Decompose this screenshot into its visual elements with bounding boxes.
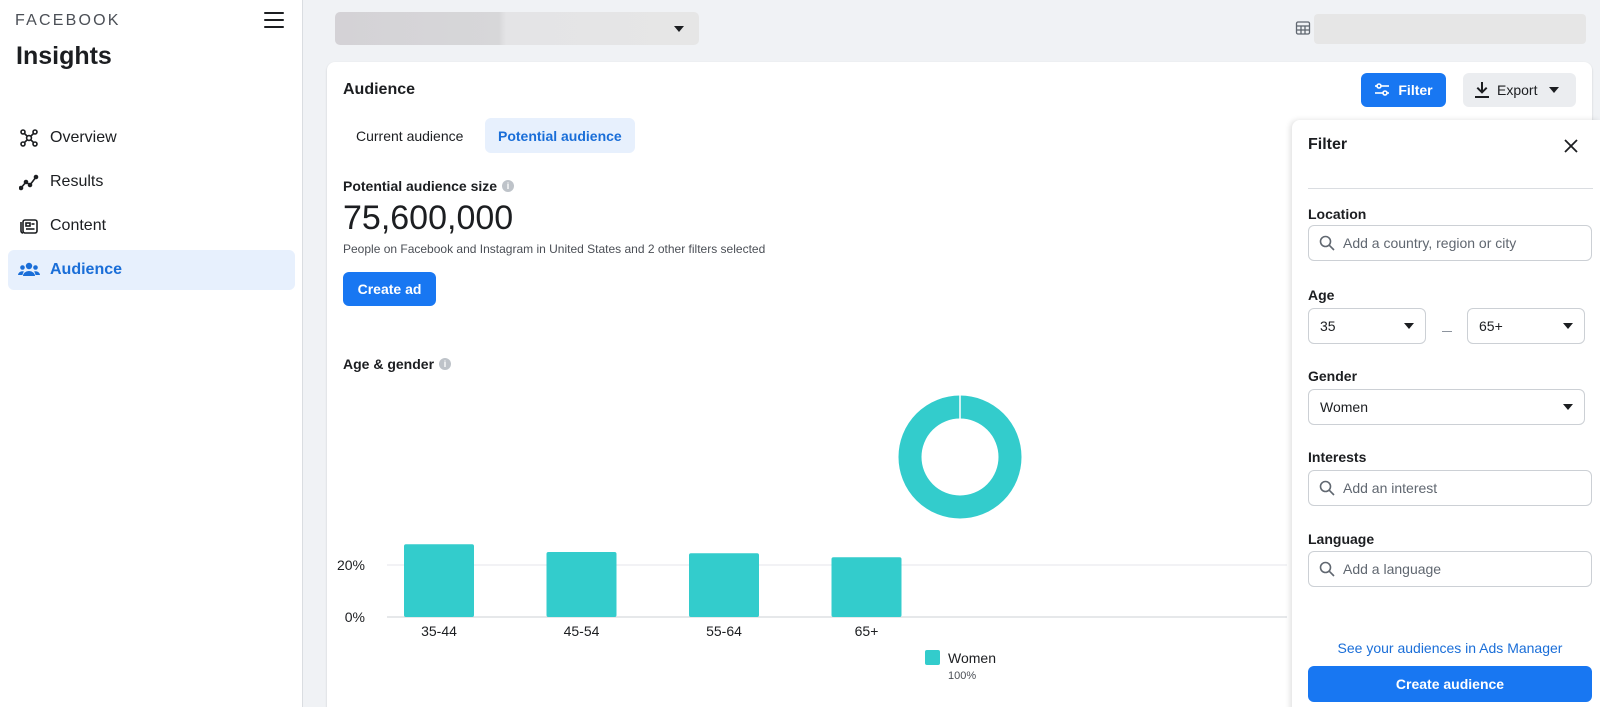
x-tick-label: 65+	[855, 623, 879, 639]
gender-select[interactable]: Women	[1308, 389, 1585, 425]
download-icon	[1475, 82, 1489, 98]
interests-placeholder: Add an interest	[1343, 480, 1438, 496]
brand-logo: FACEBOOK	[15, 12, 121, 29]
info-icon[interactable]: i	[502, 180, 515, 192]
language-search-input[interactable]: Add a language	[1308, 551, 1592, 587]
filter-button[interactable]: Filter	[1361, 73, 1446, 107]
age-min-value: 35	[1320, 318, 1336, 334]
caret-down-icon	[1404, 323, 1414, 329]
x-tick-label: 45-54	[564, 623, 600, 639]
export-button[interactable]: Export	[1463, 73, 1576, 107]
create-ad-button[interactable]: Create ad	[343, 272, 436, 306]
age-max-value: 65+	[1479, 318, 1503, 334]
menu-icon[interactable]	[264, 12, 284, 30]
bar-chart: 0% 20% 35-44 45-54 55-64 65+	[337, 544, 1287, 639]
sidebar-item-label: Overview	[50, 129, 117, 146]
age-gender-label-text: Age & gender	[343, 356, 435, 372]
sidebar-item-label: Content	[50, 217, 107, 234]
language-label: Language	[1308, 531, 1375, 547]
tab-current-audience[interactable]: Current audience	[356, 127, 464, 144]
interests-label: Interests	[1308, 449, 1367, 465]
caret-down-icon	[1563, 323, 1573, 329]
donut-chart	[898, 395, 1022, 519]
donut-slice-women[interactable]	[898, 395, 1022, 519]
filter-button-label: Filter	[1398, 82, 1433, 98]
sidebar-item-audience[interactable]: Audience	[8, 250, 295, 290]
filter-panel-title: Filter	[1308, 136, 1348, 153]
gender-value: Women	[1320, 399, 1368, 415]
age-min-select[interactable]: 35	[1308, 308, 1426, 344]
ads-manager-link[interactable]: See your audiences in Ads Manager	[1337, 640, 1563, 656]
audience-size-label-text: Potential audience size	[343, 178, 498, 194]
content-icon	[18, 215, 40, 237]
info-icon[interactable]: i	[439, 358, 452, 370]
bar-55-64[interactable]	[689, 553, 759, 617]
sidebar: FACEBOOK Insights Overview Results	[0, 0, 303, 707]
audience-size-value: 75,600,000	[343, 199, 514, 237]
caret-down-icon	[1549, 87, 1560, 93]
search-icon	[1319, 235, 1335, 251]
bar-35-44[interactable]	[404, 544, 474, 617]
gender-label: Gender	[1308, 368, 1358, 384]
sidebar-item-label: Audience	[50, 261, 123, 278]
sidebar-item-overview[interactable]: Overview	[8, 118, 295, 158]
search-icon	[1319, 561, 1335, 577]
trend-icon	[18, 171, 40, 193]
people-icon	[18, 259, 40, 281]
location-label: Location	[1308, 206, 1367, 222]
audience-size-description: People on Facebook and Instagram in Unit…	[343, 242, 766, 256]
location-search-input[interactable]: Add a country, region or city	[1308, 225, 1592, 261]
date-range-picker[interactable]	[1314, 14, 1586, 44]
sidebar-item-results[interactable]: Results	[8, 162, 295, 202]
age-label: Age	[1308, 287, 1335, 303]
sidebar-item-content[interactable]: Content	[8, 206, 295, 246]
caret-down-icon	[1563, 404, 1573, 410]
tab-potential-audience[interactable]: Potential audience	[485, 118, 635, 153]
divider	[1308, 188, 1593, 189]
language-placeholder: Add a language	[1343, 561, 1442, 577]
app-title: Insights	[16, 42, 112, 70]
bar-45-54[interactable]	[546, 552, 617, 617]
page-selector-dropdown[interactable]	[335, 12, 699, 45]
network-icon	[18, 127, 40, 149]
sidebar-item-label: Results	[50, 173, 104, 190]
interests-search-input[interactable]: Add an interest	[1308, 470, 1592, 506]
legend-swatch-women	[925, 650, 940, 665]
close-icon[interactable]	[1563, 138, 1579, 154]
legend-share-women: 100%	[948, 670, 977, 682]
y-tick-label: 0%	[345, 609, 365, 625]
export-button-label: Export	[1497, 82, 1538, 98]
range-dash	[1442, 331, 1452, 332]
age-gender-label: Age & gender i	[343, 356, 452, 372]
sliders-icon	[1375, 83, 1390, 96]
calendar-icon[interactable]	[1295, 20, 1311, 36]
age-max-select[interactable]: 65+	[1467, 308, 1585, 344]
search-icon	[1319, 480, 1335, 496]
legend-label-women: Women	[948, 650, 996, 666]
y-tick-label: 20%	[337, 557, 365, 573]
audience-size-label: Potential audience size i	[343, 178, 515, 194]
filter-panel: Filter Location Add a country, region or…	[1292, 120, 1600, 707]
sidebar-nav: Overview Results Content	[8, 118, 295, 294]
x-tick-label: 55-64	[706, 623, 742, 639]
card-title: Audience	[343, 81, 416, 98]
x-tick-label: 35-44	[421, 623, 457, 639]
caret-down-icon	[674, 26, 684, 32]
create-audience-button[interactable]: Create audience	[1308, 666, 1592, 702]
bar-65+[interactable]	[831, 557, 902, 617]
location-placeholder: Add a country, region or city	[1343, 235, 1517, 251]
